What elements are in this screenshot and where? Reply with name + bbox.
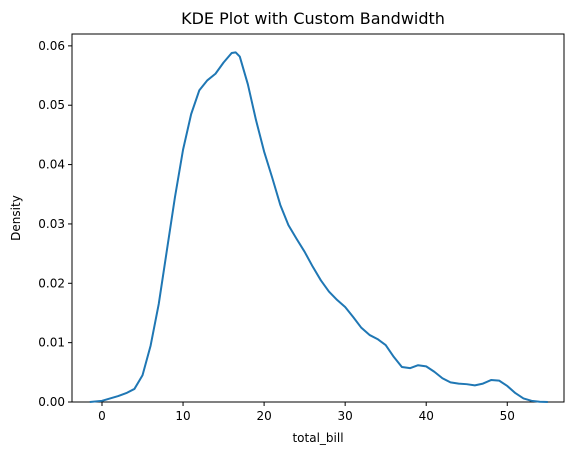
y-tick-label: 0.06	[38, 39, 65, 53]
y-axis-label: Density	[9, 195, 23, 241]
chart-title: KDE Plot with Custom Bandwidth	[181, 9, 445, 28]
y-tick-label: 0.01	[38, 336, 65, 350]
y-tick-label: 0.04	[38, 158, 65, 172]
x-axis-label: total_bill	[292, 431, 343, 445]
plot-area	[71, 33, 565, 403]
x-tick-label: 30	[338, 409, 353, 423]
kde-density-line	[89, 51, 548, 403]
y-axis-ticks: 0.00 0.01 0.02 0.03 0.04 0.05 0.06	[38, 39, 72, 409]
y-tick-label: 0.00	[38, 395, 65, 409]
y-tick-label: 0.02	[38, 276, 65, 290]
y-tick-label: 0.05	[38, 98, 65, 112]
x-tick-label: 20	[256, 409, 271, 423]
x-tick-label: 0	[98, 409, 106, 423]
x-tick-label: 10	[175, 409, 190, 423]
x-tick-label: 40	[419, 409, 434, 423]
plot-frame	[71, 33, 565, 403]
x-axis-ticks: 0 10 20 30 40 50	[98, 402, 515, 423]
y-tick-label: 0.03	[38, 217, 65, 231]
x-tick-label: 50	[500, 409, 515, 423]
